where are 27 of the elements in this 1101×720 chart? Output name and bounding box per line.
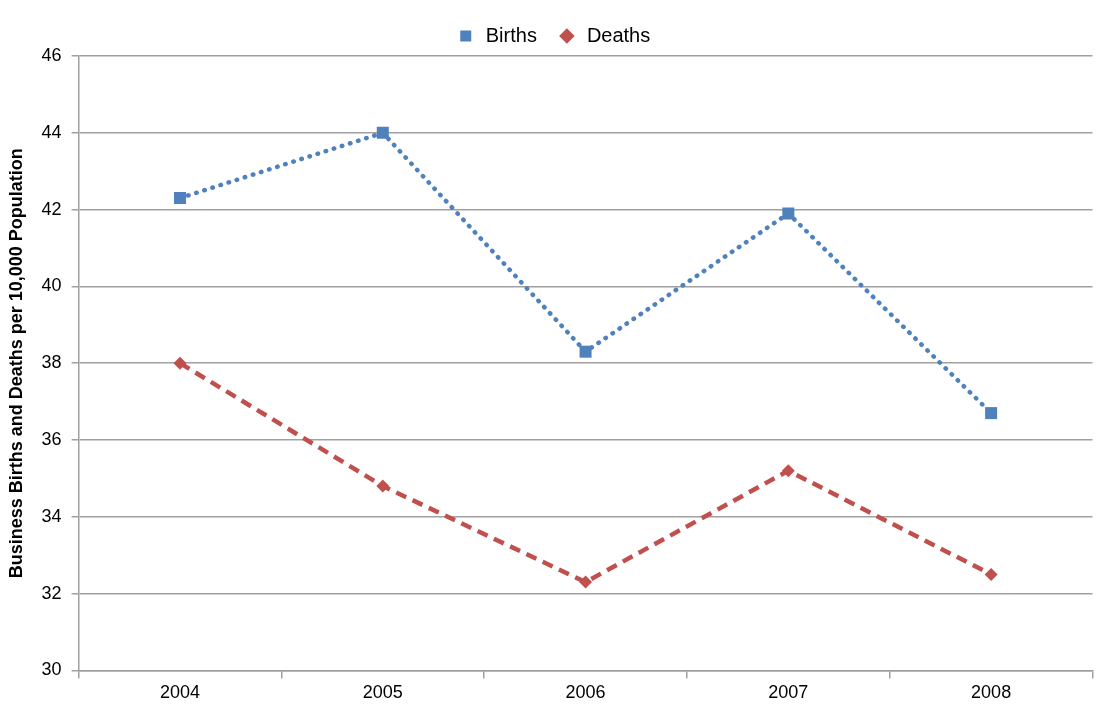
- y-tick-label: 30: [41, 659, 62, 680]
- point: [579, 345, 592, 358]
- point: [376, 479, 390, 493]
- legend-label: Deaths: [586, 23, 651, 46]
- legend-label: Births: [485, 23, 537, 46]
- y-axis-title: Business Births and Deaths per 10,000 Population: [5, 148, 26, 579]
- y-tick-label: 44: [41, 121, 62, 142]
- y-tick-label: 32: [41, 582, 62, 603]
- point: [173, 356, 187, 370]
- point: [174, 192, 187, 205]
- point: [782, 207, 795, 220]
- x-tick-label: 2007: [768, 682, 809, 703]
- y-tick-label: 42: [41, 198, 62, 219]
- point: [984, 567, 998, 581]
- point: [985, 407, 998, 420]
- x-tick-label: 2005: [362, 682, 403, 703]
- y-tick-label: 38: [41, 352, 62, 373]
- y-tick-label: 34: [41, 505, 62, 526]
- x-tick-label: 2008: [971, 682, 1012, 703]
- x-tick-label: 2006: [565, 682, 606, 703]
- y-tick-label: 46: [41, 44, 62, 65]
- x-tick-label: 2004: [159, 682, 201, 703]
- y-tick-label: 36: [41, 428, 62, 449]
- y-tick-label: 40: [41, 275, 62, 296]
- point: [579, 575, 593, 589]
- point: [376, 126, 389, 139]
- point: [781, 464, 795, 478]
